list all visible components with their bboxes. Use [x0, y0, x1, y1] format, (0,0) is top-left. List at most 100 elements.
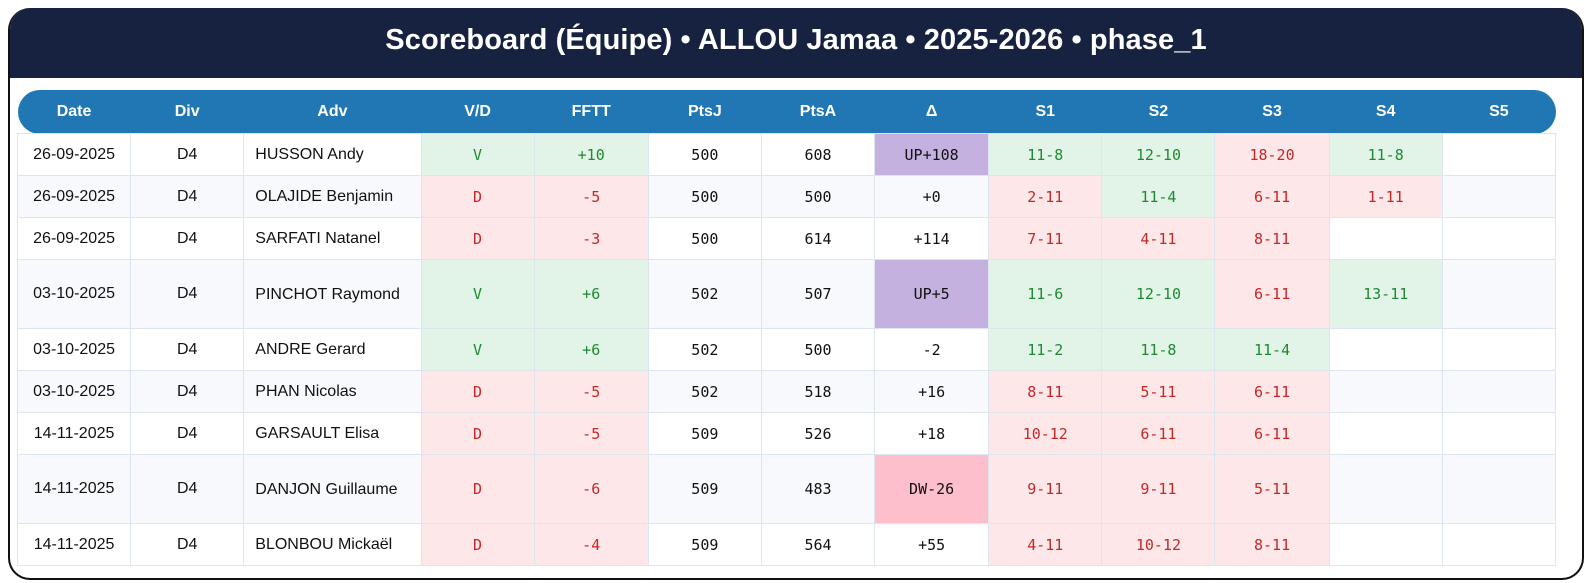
cell-set-4 [1328, 370, 1443, 413]
cell-set-5 [1441, 328, 1557, 371]
cell-set-2: 4-11 [1101, 217, 1216, 260]
cell-set-5 [1441, 370, 1557, 413]
cell-div: D4 [130, 133, 245, 176]
cell-set-2: 12-10 [1101, 133, 1216, 176]
cell-set-3: 18-20 [1214, 133, 1330, 176]
cell-set-3: 6-11 [1214, 175, 1330, 218]
cell-fftt: -3 [533, 217, 649, 260]
cell-fftt: -4 [533, 523, 649, 566]
cell-adv: BLONBOU Mickaël [243, 523, 422, 566]
col-header-vd[interactable]: V/D [421, 90, 535, 134]
cell-set-4 [1328, 454, 1443, 524]
cell-div: D4 [130, 370, 245, 413]
cell-vd: D [420, 175, 535, 218]
cell-adv: OLAJIDE Benjamin [243, 175, 422, 218]
cell-delta: +0 [874, 175, 990, 218]
col-header-s5[interactable]: S5 [1442, 90, 1556, 134]
table-row[interactable]: 14-11-2025 D4 DANJON Guillaume D -6 509 483 DW-… [16, 454, 1557, 524]
cell-date: 03-10-2025 [16, 370, 132, 413]
cell-set-4 [1328, 523, 1443, 566]
page-title: Scoreboard (Équipe) • ALLOU Jamaa • 2025… [10, 8, 1582, 78]
col-header-ptsj[interactable]: PtsJ [648, 90, 762, 134]
cell-set-1: 10-12 [988, 412, 1103, 455]
table-row[interactable]: 26-09-2025 D4 HUSSON Andy V +10 500 608 UP+108 1… [16, 133, 1557, 176]
col-header-fftt[interactable]: FFTT [534, 90, 649, 134]
cell-ptsa: 518 [760, 370, 876, 413]
cell-date: 03-10-2025 [16, 259, 132, 329]
cell-set-3: 8-11 [1214, 523, 1330, 566]
cell-ptsj: 509 [647, 454, 762, 524]
table-row[interactable]: 14-11-2025 D4 GARSAULT Elisa D -5 509 526 +18 10… [16, 412, 1557, 455]
col-header-div[interactable]: Div [130, 90, 244, 134]
cell-ptsa: 500 [760, 328, 876, 371]
cell-set-5 [1441, 523, 1557, 566]
col-header-s4[interactable]: S4 [1329, 90, 1443, 134]
cell-set-4: 1-11 [1328, 175, 1443, 218]
cell-vd: D [420, 523, 535, 566]
table-row[interactable]: 03-10-2025 D4 ANDRE Gerard V +6 502 500 -2 11-2 1… [16, 328, 1557, 371]
cell-ptsa: 507 [760, 259, 876, 329]
cell-ptsj: 509 [647, 523, 762, 566]
cell-div: D4 [130, 328, 245, 371]
col-header-adv[interactable]: Adv [243, 90, 421, 134]
table-row[interactable]: 14-11-2025 D4 BLONBOU Mickaël D -4 509 564 +55 4… [16, 523, 1557, 566]
cell-set-1: 11-6 [988, 259, 1103, 329]
cell-date: 26-09-2025 [16, 133, 132, 176]
cell-set-1: 4-11 [988, 523, 1103, 566]
cell-set-3: 8-11 [1214, 217, 1330, 260]
col-header-s3[interactable]: S3 [1214, 90, 1330, 134]
col-header-s1[interactable]: S1 [988, 90, 1102, 134]
cell-set-2: 10-12 [1101, 523, 1216, 566]
cell-div: D4 [130, 175, 245, 218]
cell-delta: +16 [874, 370, 990, 413]
cell-adv: SARFATI Natanel [243, 217, 422, 260]
col-header-s2[interactable]: S2 [1101, 90, 1215, 134]
cell-date: 03-10-2025 [16, 328, 132, 371]
table-body: 26-09-2025 D4 HUSSON Andy V +10 500 608 UP+108 1… [16, 133, 1557, 566]
cell-set-3: 11-4 [1214, 328, 1330, 371]
cell-set-5 [1441, 412, 1557, 455]
table-row[interactable]: 03-10-2025 D4 PINCHOT Raymond V +6 502 507 UP+5… [16, 259, 1557, 329]
cell-delta: DW-26 [874, 454, 990, 524]
cell-set-4 [1328, 217, 1443, 260]
cell-vd: V [420, 328, 535, 371]
cell-set-3: 5-11 [1214, 454, 1330, 524]
col-header-delta[interactable]: Δ [874, 90, 989, 134]
cell-set-2: 5-11 [1101, 370, 1216, 413]
cell-adv: ANDRE Gerard [243, 328, 422, 371]
cell-adv: DANJON Guillaume [243, 454, 422, 524]
col-header-date[interactable]: Date [17, 90, 131, 134]
cell-set-4: 11-8 [1328, 133, 1443, 176]
table-row[interactable]: 03-10-2025 D4 PHAN Nicolas D -5 502 518 +16 8-11… [16, 370, 1557, 413]
cell-ptsa: 483 [760, 454, 876, 524]
table-row[interactable]: 26-09-2025 D4 OLAJIDE Benjamin D -5 500 500 +0 2… [16, 175, 1557, 218]
cell-vd: D [420, 370, 535, 413]
cell-ptsa: 564 [760, 523, 876, 566]
cell-ptsj: 502 [647, 328, 762, 371]
cell-ptsa: 500 [760, 175, 876, 218]
cell-ptsj: 509 [647, 412, 762, 455]
table-header-row: Date Div Adv V/D FFTT PtsJ PtsA Δ S1 S2 … [17, 90, 1556, 134]
cell-ptsj: 502 [647, 259, 762, 329]
cell-fftt: +6 [533, 328, 649, 371]
col-header-ptsa[interactable]: PtsA [761, 90, 875, 134]
scoreboard-table-wrap: Date Div Adv V/D FFTT PtsJ PtsA Δ S1 S2 … [16, 90, 1557, 566]
cell-date: 14-11-2025 [16, 412, 132, 455]
cell-set-1: 9-11 [988, 454, 1103, 524]
cell-delta: UP+5 [874, 259, 990, 329]
cell-vd: V [420, 133, 535, 176]
cell-set-5 [1441, 133, 1557, 176]
cell-date: 26-09-2025 [16, 217, 132, 260]
cell-delta: UP+108 [874, 133, 990, 176]
cell-fftt: -5 [533, 175, 649, 218]
cell-fftt: -6 [533, 454, 649, 524]
cell-fftt: -5 [533, 370, 649, 413]
cell-set-5 [1441, 175, 1557, 218]
cell-ptsa: 526 [760, 412, 876, 455]
cell-delta: +55 [874, 523, 990, 566]
cell-adv: PHAN Nicolas [243, 370, 422, 413]
cell-set-1: 2-11 [988, 175, 1103, 218]
cell-adv: GARSAULT Elisa [243, 412, 422, 455]
table-row[interactable]: 26-09-2025 D4 SARFATI Natanel D -3 500 614 +114… [16, 217, 1557, 260]
cell-date: 26-09-2025 [16, 175, 132, 218]
